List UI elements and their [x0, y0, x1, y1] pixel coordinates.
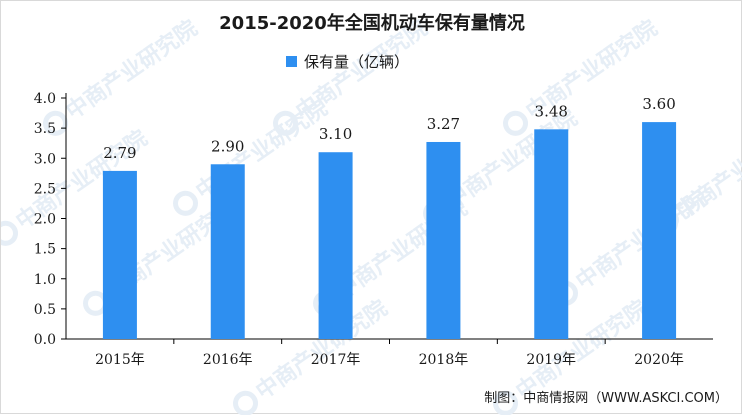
- bar: [426, 141, 461, 339]
- bars: [102, 122, 677, 339]
- svg-text:中商产业研究院: 中商产业研究院: [511, 295, 652, 405]
- data-label: 3.27: [427, 115, 460, 133]
- bar: [642, 122, 677, 339]
- bar: [534, 129, 569, 339]
- x-tick-label: 2017年: [311, 352, 361, 368]
- watermark: 中商产业研究院: [43, 15, 202, 136]
- data-label: 2.79: [103, 144, 136, 162]
- x-tick-label: 2019年: [526, 352, 576, 368]
- data-label: 2.90: [211, 137, 244, 155]
- svg-text:中商产业研究院: 中商产业研究院: [61, 15, 202, 125]
- watermark: 中商产业研究院: [173, 95, 332, 216]
- x-tick-label: 2018年: [419, 352, 469, 368]
- y-tick-label: 2.5: [34, 181, 56, 197]
- y-tick-label: 0.5: [34, 302, 56, 318]
- chart-title: 2015-2020年全国机动车保有量情况: [219, 12, 525, 34]
- svg-text:中商产业研究院: 中商产业研究院: [671, 115, 742, 225]
- x-axis-ticks: 2015年 2016年 2017年 2018年 2019年 2020年: [95, 339, 684, 368]
- y-tick-label: 2.0: [34, 212, 56, 228]
- source-credit: 制图：中商情报网（WWW.ASKCI.COM）: [484, 391, 728, 406]
- y-tick-label: 3.0: [34, 151, 56, 167]
- y-tick-label: 4.0: [34, 91, 56, 107]
- x-tick-label: 2015年: [95, 352, 145, 368]
- y-tick-label: 1.0: [34, 272, 56, 288]
- bar: [318, 152, 353, 339]
- data-labels: 2.79 2.90 3.10 3.27 3.48 3.60: [103, 95, 676, 162]
- y-tick-label: 0.0: [34, 332, 56, 348]
- x-tick-label: 2016年: [203, 352, 253, 368]
- data-label: 3.10: [319, 125, 352, 143]
- y-tick-label: 1.5: [34, 242, 56, 258]
- bar: [210, 164, 245, 339]
- y-tick-label: 3.5: [34, 121, 56, 137]
- data-label: 3.48: [535, 102, 568, 120]
- legend-swatch: [286, 56, 297, 67]
- bar: [102, 170, 137, 339]
- y-axis-ticks: 0.0 0.5 1.0 1.5 2.0 2.5 3.0 3.5 4.0: [34, 91, 66, 348]
- x-tick-label: 2020年: [634, 352, 684, 368]
- legend-label: 保有量（亿辆）: [304, 53, 409, 71]
- data-label: 3.60: [642, 95, 675, 113]
